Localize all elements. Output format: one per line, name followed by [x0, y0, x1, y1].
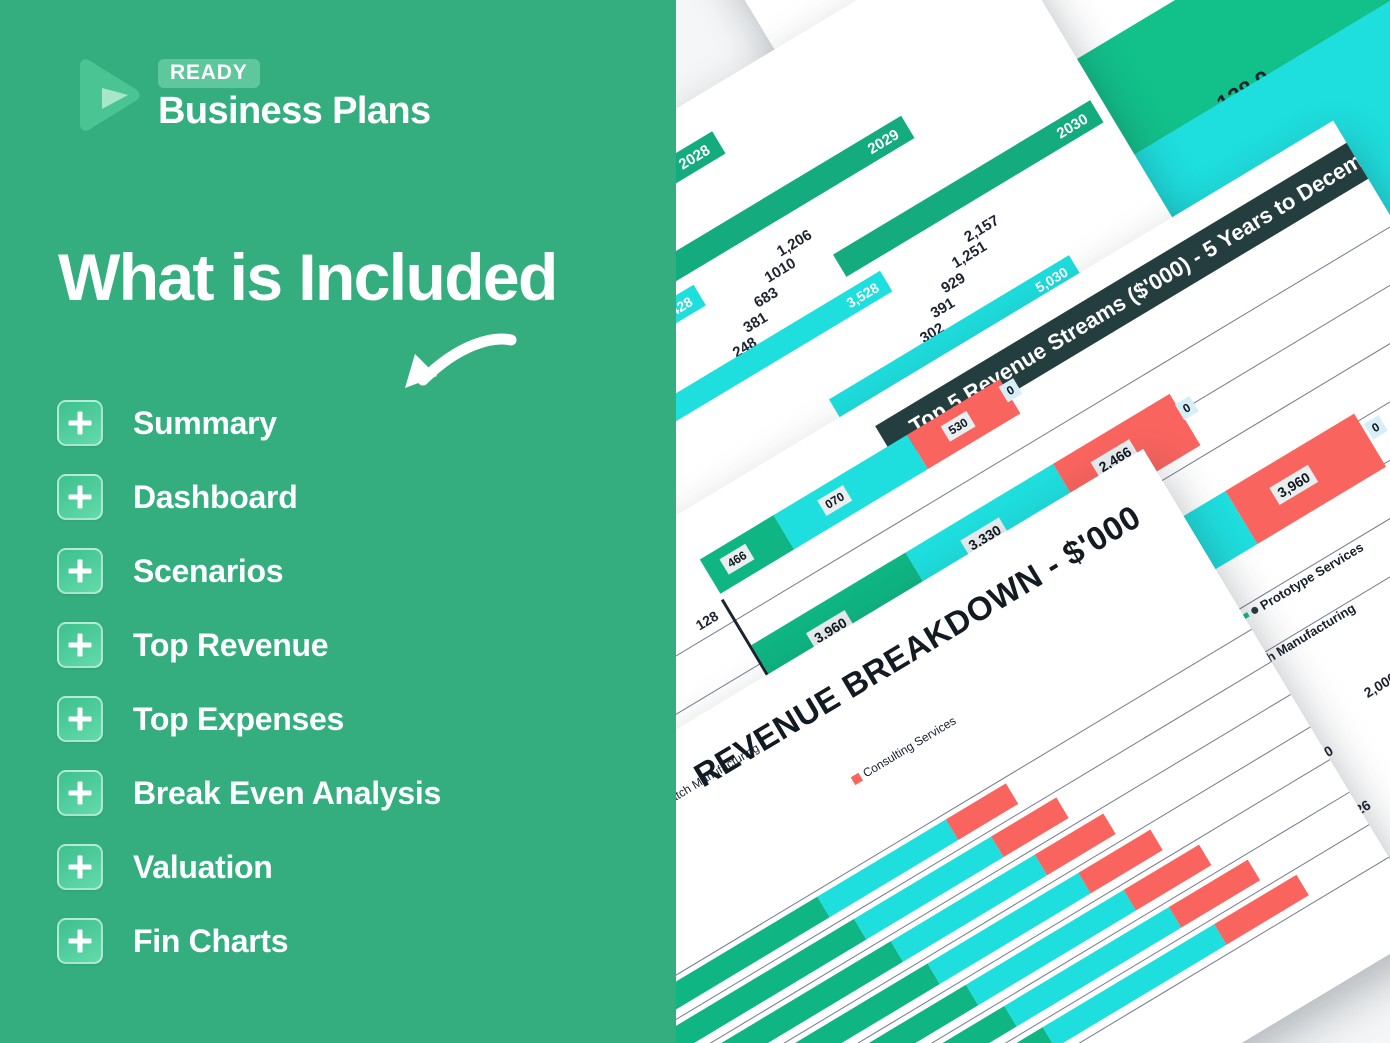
feature-item-top-revenue[interactable]: Top Revenue	[57, 608, 617, 682]
feature-label: Top Expenses	[133, 700, 344, 737]
plus-icon[interactable]	[57, 622, 103, 668]
plus-icon[interactable]	[57, 844, 103, 890]
brand-text: READY Business Plans	[158, 58, 431, 132]
spreadsheet-collage: Company Name Table of Contents 128.9 202…	[676, 0, 1390, 1043]
plus-icon[interactable]	[57, 770, 103, 816]
feature-label: Fin Charts	[133, 922, 289, 959]
plus-icon[interactable]	[57, 548, 103, 594]
feature-item-top-expenses[interactable]: Top Expenses	[57, 682, 617, 756]
feature-item-break-even-analysis[interactable]: Break Even Analysis	[57, 756, 617, 830]
feature-label: Dashboard	[133, 478, 298, 515]
legend-marker-dot	[1249, 605, 1260, 616]
feature-label: Break Even Analysis	[133, 774, 441, 811]
feature-item-dashboard[interactable]: Dashboard	[57, 460, 617, 534]
feature-item-summary[interactable]: Summary	[57, 386, 617, 460]
included-features-list: Summary Dashboard Scenarios Top Revenue …	[57, 386, 617, 978]
curved-arrow-icon	[385, 330, 525, 400]
feature-label: Summary	[133, 404, 277, 441]
feature-label: Top Revenue	[133, 626, 329, 663]
feature-item-fin-charts[interactable]: Fin Charts	[57, 904, 617, 978]
brand-name: Business Plans	[158, 89, 431, 132]
feature-label: Valuation	[133, 848, 273, 885]
plus-icon[interactable]	[57, 400, 103, 446]
plus-icon[interactable]	[57, 474, 103, 520]
feature-item-scenarios[interactable]: Scenarios	[57, 534, 617, 608]
feature-item-valuation[interactable]: Valuation	[57, 830, 617, 904]
page-title: What is Included	[58, 240, 558, 314]
plus-icon[interactable]	[57, 918, 103, 964]
brand-logo: READY Business Plans	[66, 56, 431, 134]
plus-icon[interactable]	[57, 696, 103, 742]
play-triangle-icon	[66, 56, 144, 134]
left-green-panel: READY Business Plans What is Included Su…	[0, 0, 676, 1043]
ready-badge: READY	[158, 58, 260, 88]
feature-label: Scenarios	[133, 552, 284, 589]
